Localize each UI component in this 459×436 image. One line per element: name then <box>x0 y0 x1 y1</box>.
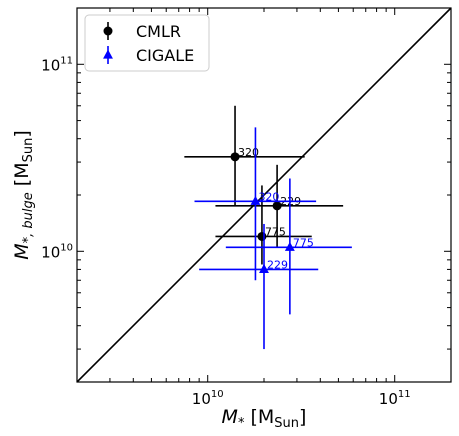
y-label-main: M <box>11 243 33 259</box>
y-label-unit-close: ] <box>11 130 33 137</box>
y-tick-label: 1010 <box>41 242 73 261</box>
point-label: 775 <box>293 236 314 249</box>
x-axis-label: M* [MSun] <box>222 406 307 431</box>
x-label-main: M <box>222 406 238 428</box>
tick-base: 10 <box>192 390 211 408</box>
series-cigale: 320 775 229 <box>194 127 352 350</box>
legend-label: CMLR <box>136 22 181 41</box>
y-tick-label: 1011 <box>41 55 73 74</box>
tick-exponent: 10 <box>211 389 224 400</box>
tick-base: 10 <box>41 56 60 74</box>
point-label: 229 <box>267 258 288 271</box>
data-point-circle <box>272 201 282 211</box>
x-tick-label: 1011 <box>379 389 411 408</box>
legend-label: CIGALE <box>136 46 194 65</box>
y-label-sub: *, bulge <box>21 192 36 243</box>
legend-box <box>84 14 210 72</box>
data-point-circle <box>230 152 240 162</box>
y-axis-label: M*, bulge [MSun] <box>11 130 36 260</box>
point-label: 320 <box>258 190 279 203</box>
x-label-sub: * <box>238 416 245 431</box>
tick-exponent: 10 <box>60 242 73 253</box>
x-label-unit: [M <box>244 406 274 428</box>
legend: CMLR CIGALE <box>84 14 210 72</box>
axis-labels: M* [MSun]M*, bulge [MSun] <box>11 130 306 431</box>
legend-marker-triangle <box>103 49 113 59</box>
y-label-unit-sub: Sun <box>21 138 36 163</box>
tick-base: 10 <box>379 390 398 408</box>
one-to-one-line-layer <box>76 7 452 383</box>
x-label-unit-sub: Sun <box>274 416 299 431</box>
point-label: 320 <box>238 146 259 159</box>
x-tick-label: 1010 <box>192 389 224 408</box>
data-point-triangle <box>250 195 261 205</box>
data-point-triangle <box>259 263 269 273</box>
point-label: 775 <box>265 225 286 238</box>
one-to-one-line <box>76 7 452 383</box>
tick-exponent: 11 <box>398 389 411 400</box>
data-point-triangle <box>284 241 295 251</box>
tick-base: 10 <box>41 243 60 261</box>
legend-marker-circle <box>103 26 113 36</box>
y-label-unit: [M <box>11 162 33 192</box>
tick-exponent: 11 <box>60 55 73 66</box>
x-label-unit-close: ] <box>299 406 306 428</box>
